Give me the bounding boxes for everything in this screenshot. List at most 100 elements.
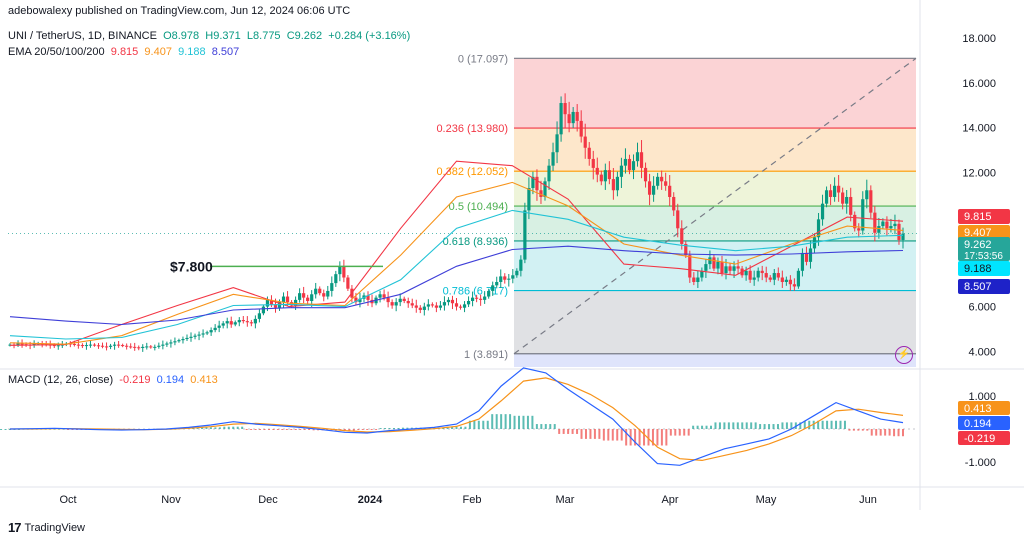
candle-body [314, 288, 318, 295]
macd-legend: MACD (12, 26, close) -0.219 0.194 0.413 [8, 374, 218, 386]
candle-body [466, 301, 471, 305]
macd-hist-bar [281, 429, 284, 430]
candle-body [470, 297, 475, 302]
candle-body [358, 298, 362, 303]
candle-body [394, 302, 398, 306]
candle-body [684, 243, 688, 256]
macd-signal-line [10, 377, 904, 462]
candle-body [382, 294, 386, 298]
macd-hist-bar [879, 429, 882, 436]
macd-hist-bar [870, 429, 873, 436]
macd-hist-bar [397, 428, 400, 430]
candle-body [269, 299, 274, 305]
candle-body [201, 333, 205, 335]
brand-name: TradingView [24, 521, 86, 534]
candle-body [752, 277, 756, 280]
macd-hist-bar [696, 425, 699, 429]
candle-body [700, 270, 704, 278]
candle-body [833, 185, 837, 197]
tradingview-brand[interactable]: 17 TradingView [8, 520, 85, 535]
macd-hist-bar [455, 426, 458, 429]
macd-hist-bar [580, 429, 583, 439]
candle-body [547, 165, 551, 182]
macd-hist-bar [852, 429, 855, 431]
price-tick-label: 18.000 [962, 33, 996, 45]
candle-body [462, 304, 467, 308]
tradingview-logo-icon: 17 [8, 520, 22, 535]
macd-hist-bar [343, 429, 346, 431]
candle-body [80, 345, 85, 347]
candle-body [52, 345, 56, 347]
macd-hist-bar [781, 422, 784, 429]
symbol-name[interactable]: UNI / TetherUS, 1D, BINANCE [8, 30, 157, 42]
macd-hist-bar [616, 429, 619, 441]
candle-body [410, 303, 414, 306]
candle-body [257, 313, 261, 319]
macd-hist-bar [817, 420, 820, 429]
macd-hist-bar [468, 420, 471, 429]
macd-hist-bar [473, 420, 476, 429]
candle-body [418, 307, 422, 310]
macd-hist-bar [540, 424, 543, 429]
candle-body [390, 302, 394, 306]
candle-body [414, 305, 418, 308]
macd-hist-bar [785, 422, 788, 429]
candle-body [249, 322, 253, 324]
macd-hist-bar [902, 429, 904, 437]
macd-hist-bar [669, 429, 672, 436]
fib-zone [514, 171, 916, 207]
macd-hist-bar [888, 429, 891, 436]
macd-hist-bar [464, 426, 467, 429]
macd-line [9, 367, 904, 466]
candle-body [824, 190, 829, 204]
macd-hist-bar [768, 424, 771, 429]
candle-body [281, 296, 286, 303]
candle-body [853, 214, 857, 229]
macd-hist-bar [379, 428, 382, 430]
candle-body [575, 111, 579, 121]
fib-level-label: 1 (3.891) [464, 349, 508, 361]
macd-hist-bar [821, 420, 824, 429]
fib-zone [514, 290, 916, 354]
macd-hist-bar [812, 420, 815, 429]
candle-body [117, 344, 121, 346]
candle-body [660, 176, 664, 182]
lightning-icon[interactable]: ⚡ [895, 346, 913, 364]
macd-hist-bar [218, 427, 221, 429]
candle-body [330, 283, 334, 291]
candle-body [808, 248, 813, 262]
candle-body [104, 346, 109, 348]
candle-body [92, 344, 97, 346]
candle-body [816, 219, 821, 238]
macd-label[interactable]: MACD (12, 26, close) [8, 374, 114, 386]
macd-line-value: 0.194 [156, 374, 185, 386]
candle-body [499, 276, 503, 282]
macd-hist-bar [634, 429, 637, 446]
candle-body [157, 345, 161, 347]
candle-body [189, 336, 193, 338]
macd-hist-bar [584, 429, 587, 439]
candle-body [285, 296, 290, 303]
candle-body [551, 152, 555, 166]
macd-hist-bar [611, 429, 614, 441]
macd-hist-bar [406, 427, 409, 429]
candle-body [772, 273, 776, 280]
ema-label[interactable]: EMA 20/50/100/200 [8, 46, 105, 58]
candle-body [306, 297, 310, 302]
macd-hist-bar [593, 429, 596, 439]
fib-zone [514, 353, 916, 367]
macd-hist-bar [205, 427, 208, 429]
macd-hist-bar [196, 428, 199, 430]
candle-body [672, 196, 676, 211]
candle-body [643, 167, 648, 182]
macd-hist-bar [290, 429, 293, 430]
candle-body [776, 273, 780, 278]
candle-body [398, 298, 402, 303]
candle-body [161, 344, 165, 346]
candle-body [865, 190, 869, 200]
macd-hist-bar [745, 422, 748, 429]
candle-body [631, 161, 636, 171]
macd-hist-bar [732, 422, 735, 429]
candle-body [692, 277, 696, 282]
